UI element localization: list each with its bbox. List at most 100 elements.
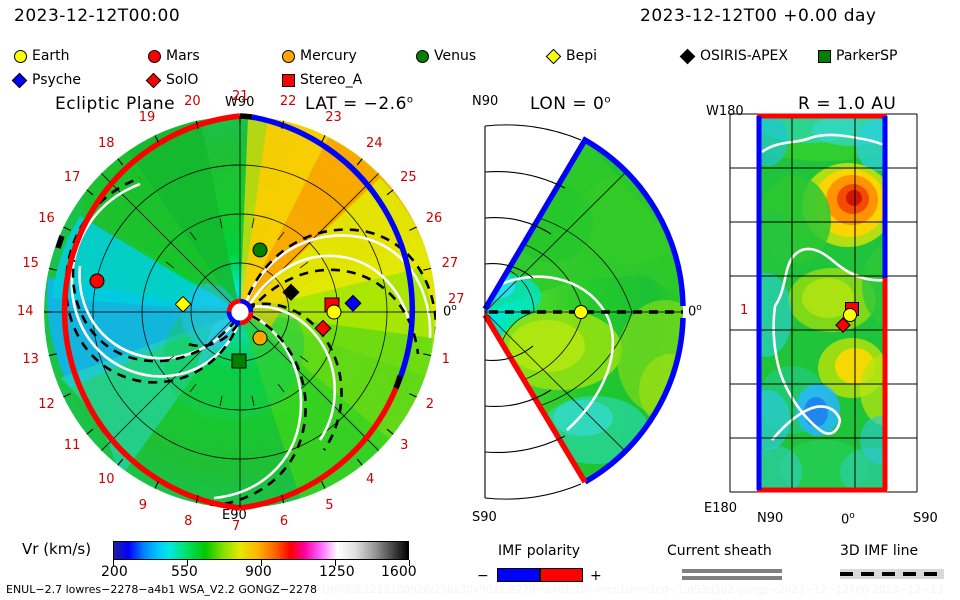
- colorbar-tick-label: 550: [171, 564, 198, 580]
- carrington-label-22: 22: [279, 94, 297, 110]
- radial-axis-center-label: 0o: [841, 511, 855, 528]
- psyche-legend-icon: [11, 72, 28, 88]
- colorbar: [113, 541, 409, 560]
- ecliptic-plane-plot: [44, 113, 436, 511]
- carrington-label-10: 10: [97, 472, 115, 488]
- meridional-south-label: S90: [472, 510, 497, 525]
- colorbar-tick: [112, 560, 114, 566]
- legend-item-parkersp: ParkerSP: [818, 48, 897, 64]
- mars-legend-icon: [148, 49, 161, 63]
- meridional-edge-label: 27: [448, 292, 465, 307]
- legend-label: Bepi: [566, 48, 597, 64]
- colorbar-tick-label: 1250: [319, 564, 355, 580]
- imf-plus-label: +: [590, 568, 602, 584]
- carrington-label-7: 7: [232, 519, 241, 534]
- earth-legend-icon: [14, 49, 27, 63]
- legend-label: ParkerSP: [836, 48, 898, 64]
- radial-panel-title: R = 1.0 AU: [798, 94, 897, 114]
- radial-left-tick-label: 1: [740, 303, 749, 318]
- stereo-a-legend-icon: [282, 73, 295, 87]
- carrington-label-11: 11: [63, 438, 81, 454]
- radial-current-sheet-low: [772, 305, 842, 435]
- watermark-footer: UNIQUE1213180020/256x30x90x1.2278−a4b1.1…: [322, 584, 944, 596]
- timestamp-right: 2023-12-12T00 +0.00 day: [640, 6, 877, 26]
- carrington-label-1: 1: [441, 351, 450, 367]
- ecliptic-panel-title: Ecliptic Plane: [55, 94, 176, 114]
- legend-item-solo: SolO: [145, 72, 199, 88]
- legend-item-earth: Earth: [14, 48, 70, 64]
- sun-marker: [226, 298, 254, 326]
- carrington-label-4: 4: [366, 472, 375, 488]
- meridional-panel-title: LON = 0o: [530, 94, 611, 114]
- meridional-north-label: N90: [472, 94, 499, 109]
- carrington-label-27: 27: [441, 256, 459, 272]
- carrington-label-16: 16: [38, 210, 55, 226]
- carrington-label-20: 20: [184, 94, 201, 110]
- radial-top-label: W180: [706, 104, 744, 119]
- imf-minus-label: −: [477, 568, 489, 584]
- carrington-label-21: 21: [232, 89, 249, 104]
- carrington-label-23: 23: [325, 110, 342, 126]
- meridional-frame: [484, 124, 582, 500]
- solo-legend-icon: [145, 72, 162, 88]
- ecliptic-dir-right-label: 0o: [443, 303, 457, 320]
- radial-bottom-label: E180: [704, 501, 738, 516]
- legend-label: Mars: [166, 48, 200, 64]
- legend-item-mercury: Mercury: [282, 48, 357, 64]
- colorbar-tick-label: 900: [245, 564, 272, 580]
- colorbar-label: Vr (km/s): [22, 540, 92, 558]
- meridional-plane-plot: [482, 124, 686, 500]
- radial-axis-left-label: N90: [757, 511, 784, 526]
- carrington-label-13: 13: [22, 351, 39, 367]
- carrington-label-3: 3: [400, 438, 409, 454]
- legend-label: SolO: [166, 72, 199, 88]
- run-id-footer: ENUL−2.7 lowres−2278−a4b1 WSA_V2.2 GONGZ…: [6, 583, 318, 596]
- carrington-label-5: 5: [325, 497, 334, 513]
- legend-item-bepi: Bepi: [545, 48, 597, 64]
- carrington-label-25: 25: [400, 169, 417, 185]
- imf-polarity-swatch-negative: [497, 568, 540, 582]
- ecliptic-polarity-ring: [55, 113, 416, 511]
- mercury-legend-icon: [282, 49, 295, 63]
- colorbar-tick: [260, 560, 262, 566]
- timestamp-left: 2023-12-12T00:00: [14, 6, 181, 26]
- colorbar-tick: [408, 560, 410, 566]
- ecliptic-lat-label: LAT = −2.6o: [305, 94, 414, 114]
- legend-item-stereo-a: Stereo_A: [282, 72, 362, 88]
- carrington-label-2: 2: [425, 397, 434, 413]
- legend-label: Earth: [32, 48, 70, 64]
- legend-item-psyche: Psyche: [11, 72, 81, 88]
- colorbar-tick: [334, 560, 336, 566]
- imf-line-title: 3D IMF line: [840, 543, 919, 559]
- ecliptic-outer-ticks: [44, 116, 436, 508]
- colorbar-tick-label: 1600: [381, 564, 417, 580]
- legend-label: Venus: [434, 48, 477, 64]
- radial-current-sheet-tail: [771, 405, 842, 441]
- carrington-label-18: 18: [97, 135, 115, 151]
- legend-label: Psyche: [32, 72, 81, 88]
- radial-axis-right-label: S90: [913, 511, 938, 526]
- legend-item-venus: Venus: [416, 48, 476, 64]
- radial-polarity-frame: [756, 113, 888, 493]
- venus-legend-icon: [416, 49, 429, 63]
- legend-item-mars: Mars: [148, 48, 200, 64]
- parkersp-legend-icon: [818, 49, 831, 63]
- ecliptic-imf-lines: [64, 176, 436, 508]
- ecliptic-dir-bottom-label: E90: [222, 508, 247, 523]
- radial-current-sheet-top: [761, 133, 887, 154]
- carrington-label-8: 8: [184, 513, 193, 529]
- legend-label: OSIRIS-APEX: [700, 48, 788, 64]
- imf-polarity-title: IMF polarity: [498, 543, 581, 559]
- current-sheath-title: Current sheath: [667, 543, 772, 559]
- imf-line-dashes: [840, 572, 944, 576]
- carrington-label-12: 12: [38, 397, 55, 413]
- carrington-label-9: 9: [138, 497, 147, 513]
- carrington-label-14: 14: [17, 304, 34, 319]
- radial-cut-plot: [729, 113, 918, 493]
- colorbar-tick-label: 200: [101, 564, 128, 580]
- carrington-label-6: 6: [279, 513, 289, 529]
- osiris-apex-legend-icon: [679, 48, 696, 64]
- carrington-label-17: 17: [63, 169, 81, 185]
- legend-label: Mercury: [300, 48, 357, 64]
